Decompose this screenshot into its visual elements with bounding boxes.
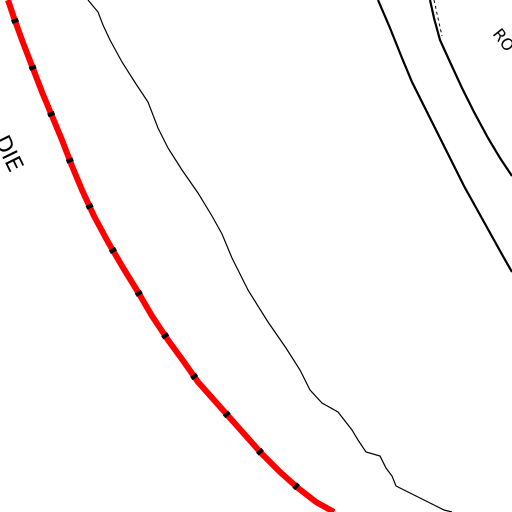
- terrain-contour-line: [87, 0, 453, 512]
- road-dashed-boundary: [433, 0, 443, 37]
- road-inner-edge: [428, 0, 512, 177]
- railway-ties: [4, 0, 336, 512]
- road-outer-edge: [376, 0, 512, 273]
